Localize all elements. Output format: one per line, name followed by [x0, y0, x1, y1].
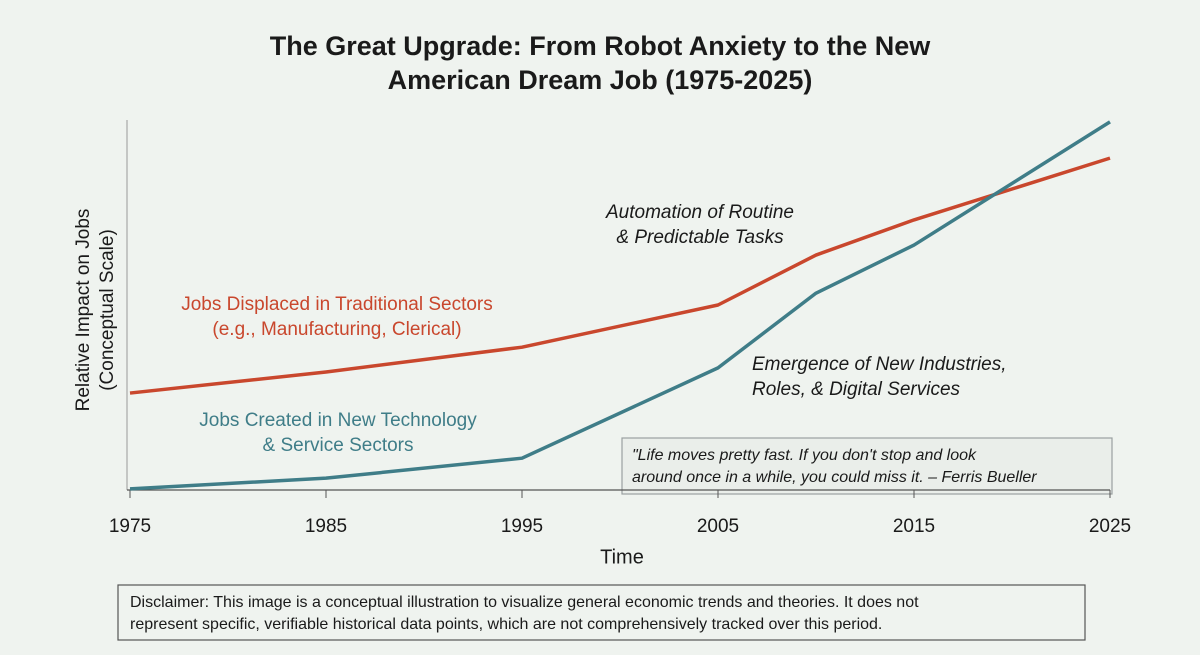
x-tick-label: 2005: [697, 516, 739, 537]
annotation: Automation of Routine: [605, 202, 794, 223]
series-label: (e.g., Manufacturing, Clerical): [212, 319, 461, 340]
annotation: Emergence of New Industries,: [752, 354, 1007, 375]
series-line: [129, 120, 1111, 491]
disclaimer: represent specific, verifiable historica…: [130, 616, 882, 633]
x-tick-label: 2025: [1089, 516, 1131, 537]
series-label: Jobs Displaced in Traditional Sectors: [181, 294, 493, 315]
y-axis-label: Relative Impact on Jobs: [73, 209, 94, 412]
disclaimer-box: [117, 584, 1086, 641]
x-axis-label: Time: [600, 546, 644, 568]
series-label: Jobs Created in New Technology: [199, 410, 477, 431]
chart-title: American Dream Job (1975-2025): [388, 65, 813, 95]
chart-title: The Great Upgrade: From Robot Anxiety to…: [270, 31, 932, 61]
annotation: Roles, & Digital Services: [752, 379, 961, 400]
y-axis-label: (Conceptual Scale): [97, 229, 118, 391]
quote-box: [621, 437, 1113, 495]
x-tick-label: 1995: [501, 516, 543, 537]
x-tick-label: 2015: [893, 516, 935, 537]
disclaimer: Disclaimer: This image is a conceptual i…: [130, 594, 919, 611]
annotation: & Predictable Tasks: [616, 227, 784, 248]
series-label: & Service Sectors: [263, 435, 414, 456]
series-line: [129, 156, 1111, 395]
quote: "Life moves pretty fast. If you don't st…: [632, 447, 977, 464]
x-tick-label: 1985: [305, 516, 347, 537]
quote: around once in a while, you could miss i…: [632, 469, 1037, 486]
x-tick-label: 1975: [109, 516, 151, 537]
